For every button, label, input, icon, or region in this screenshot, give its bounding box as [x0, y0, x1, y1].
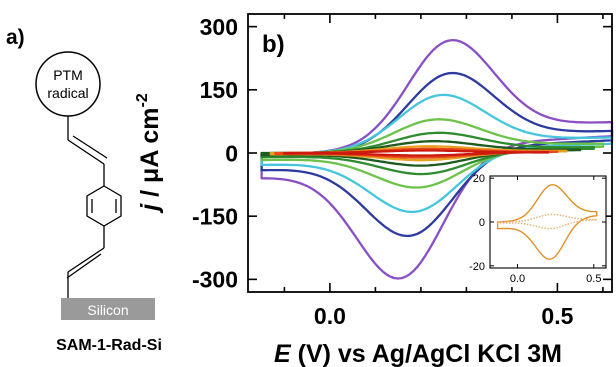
- main-y-tick-label: -150: [192, 203, 238, 229]
- panel-a-label: a): [6, 26, 25, 49]
- inset-plot: 20 0 -20 0.0 0.5: [469, 173, 607, 285]
- main-y-tick-label: 0: [225, 140, 238, 166]
- y-axis-label-symbol: j: [136, 203, 164, 214]
- inset-y-tick-label: -20: [469, 261, 485, 273]
- main-plot: b) 300 150 0 -150 -300 0.0 0.5 j / μA cm-2 E …: [134, 13, 614, 367]
- main-plot-frame: [247, 13, 613, 293]
- inset-background: [490, 176, 606, 268]
- inset-x-tick-label: 0.5: [586, 273, 601, 285]
- inset-tick-marks: [490, 176, 606, 268]
- main-cv-series-6: [260, 140, 582, 167]
- molecule-bonds: [66, 116, 122, 298]
- ptm-label: PTM: [53, 67, 83, 83]
- main-cv-series-9: [283, 149, 550, 157]
- y-axis-label-units: / μA cm: [136, 107, 164, 203]
- ptm-radical-circle: [35, 51, 101, 117]
- silicon-substrate: [61, 298, 155, 320]
- panel-a: a) PTM radical Silicon SAM-1-Rad-Si: [6, 26, 162, 354]
- main-x-tick-labels: 0.0 0.5: [314, 303, 574, 329]
- main-y-tick-label: 300: [200, 14, 238, 40]
- inset-y-tick-label: 20: [473, 173, 485, 185]
- main-cv-series-5: [260, 131, 595, 176]
- x-axis-label: E (V) vs Ag/AgCl KCl 3M: [274, 340, 562, 367]
- main-x-tick-label: 0.5: [541, 303, 573, 329]
- panel-b-label: b): [262, 31, 285, 58]
- inset-x-tick-labels: 0.0 0.5: [510, 273, 602, 285]
- main-y-tick-labels: 300 150 0 -150 -300: [192, 14, 238, 293]
- inset-frame: [489, 175, 607, 269]
- inset-series-group: [496, 184, 598, 260]
- main-cv-series-4: [260, 118, 605, 189]
- y-axis-label-exponent: -2: [134, 93, 151, 107]
- x-axis-label-rest: (V) vs Ag/AgCl KCl 3M: [291, 340, 562, 367]
- molecule-name: SAM-1-Rad-Si: [56, 337, 162, 354]
- radical-label: radical: [47, 85, 88, 101]
- main-y-tick-label: 150: [200, 77, 238, 103]
- inset-cv-series-1: [496, 184, 598, 260]
- x-axis-label-symbol: E: [274, 340, 292, 367]
- y-axis-label: j / μA cm-2: [134, 93, 164, 214]
- main-y-tick-label: -300: [192, 267, 238, 293]
- inset-y-tick-labels: 20 0 -20: [469, 173, 485, 273]
- inset-y-tick-label: 0: [479, 217, 485, 229]
- silicon-label: Silicon: [87, 302, 128, 318]
- main-x-tick-label: 0.0: [314, 303, 346, 329]
- inset-x-tick-label: 0.0: [510, 273, 525, 285]
- inset-cv-series-2: [496, 213, 598, 230]
